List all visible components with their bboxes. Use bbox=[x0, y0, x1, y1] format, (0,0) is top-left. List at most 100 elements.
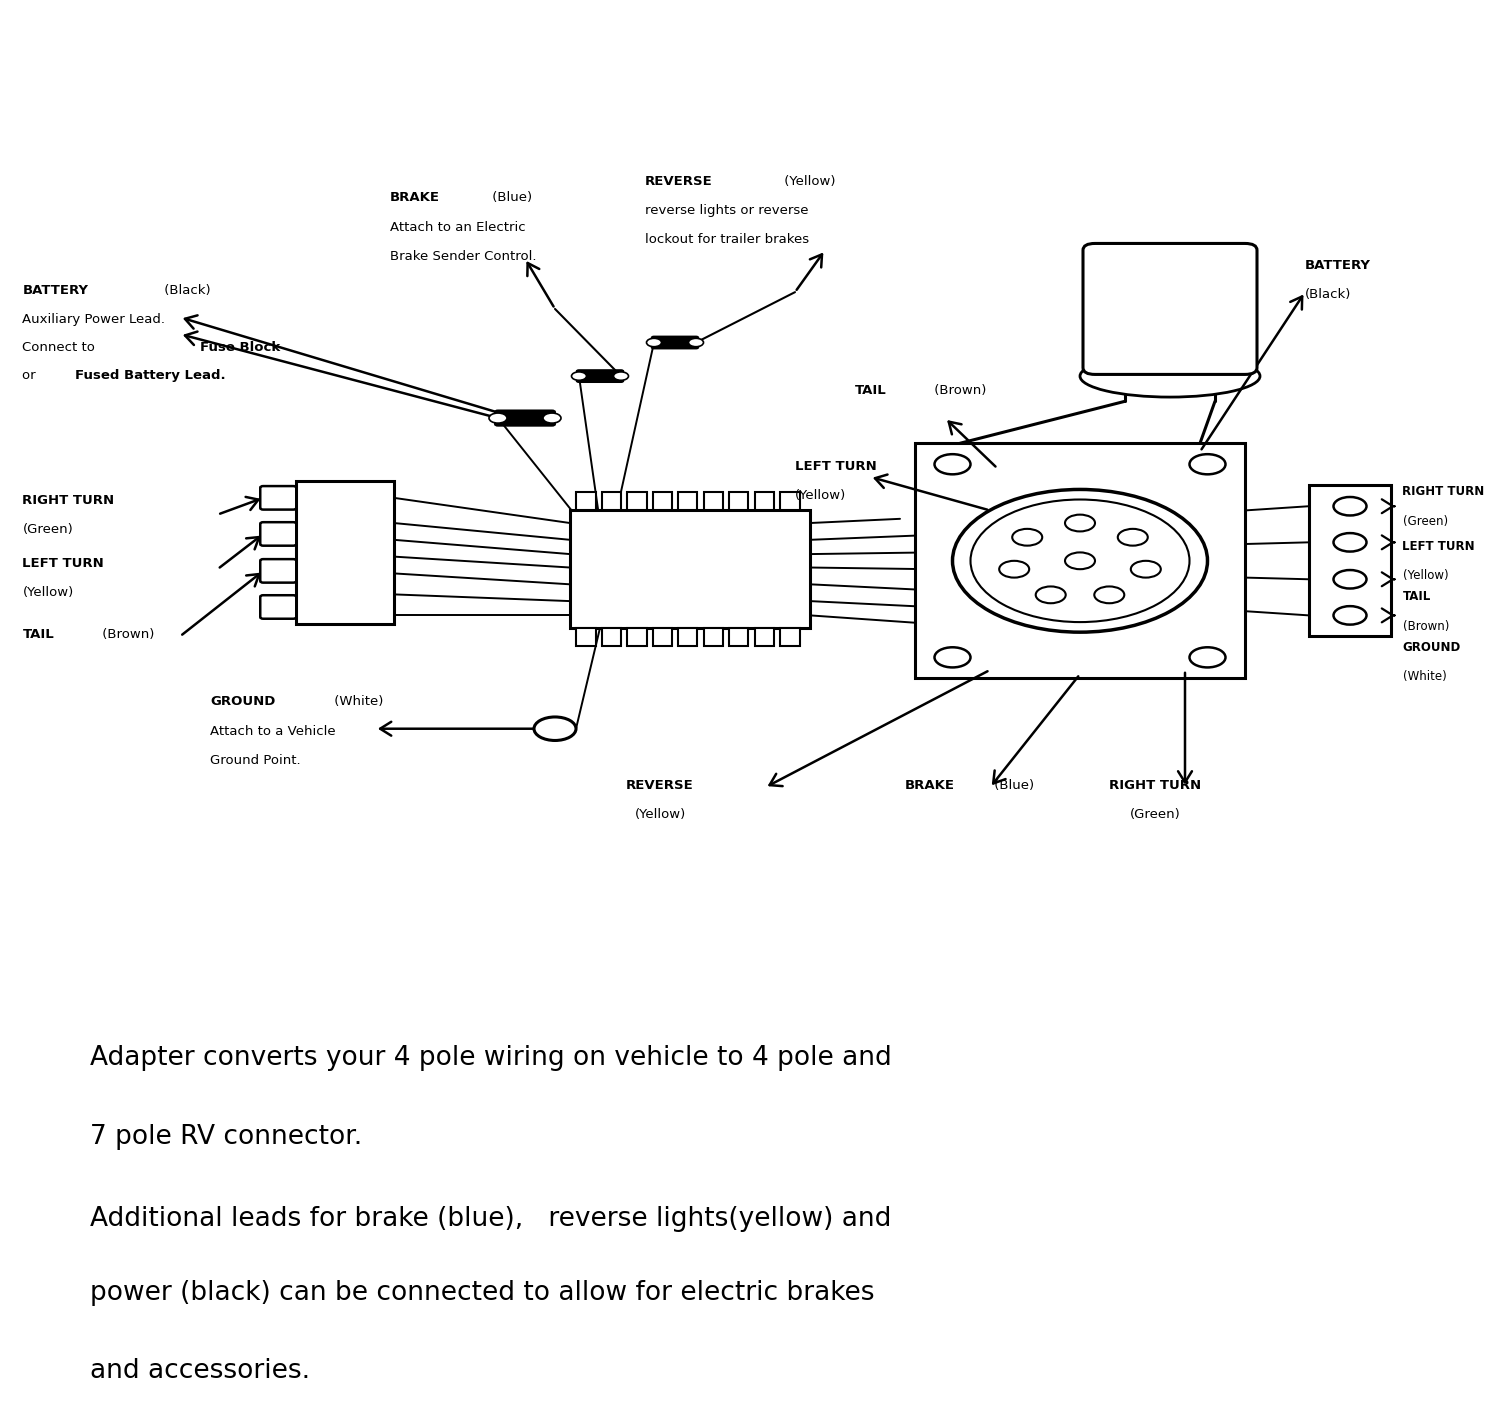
Text: LEFT TURN: LEFT TURN bbox=[22, 556, 104, 569]
Circle shape bbox=[1190, 647, 1225, 667]
Text: (Green): (Green) bbox=[1402, 515, 1447, 528]
Text: TAIL: TAIL bbox=[1402, 591, 1431, 603]
Bar bbox=[678, 492, 698, 511]
Text: Fuse Block: Fuse Block bbox=[200, 342, 279, 354]
Bar bbox=[576, 492, 596, 511]
Text: REVERSE: REVERSE bbox=[645, 175, 712, 188]
FancyBboxPatch shape bbox=[261, 522, 296, 545]
FancyBboxPatch shape bbox=[1083, 243, 1257, 374]
Text: Attach to an Electric: Attach to an Electric bbox=[390, 221, 525, 233]
Bar bbox=[602, 628, 621, 646]
Text: BATTERY: BATTERY bbox=[1305, 259, 1371, 272]
Text: (Yellow): (Yellow) bbox=[780, 175, 836, 188]
Circle shape bbox=[534, 717, 576, 740]
Circle shape bbox=[1095, 586, 1125, 603]
Circle shape bbox=[489, 413, 507, 423]
Bar bbox=[627, 628, 646, 646]
Text: (Black): (Black) bbox=[1305, 287, 1352, 300]
Circle shape bbox=[1013, 529, 1042, 545]
Bar bbox=[1308, 485, 1392, 636]
Circle shape bbox=[1035, 586, 1065, 603]
Circle shape bbox=[572, 371, 586, 380]
Bar bbox=[296, 481, 393, 623]
Text: Adapter converts your 4 pole wiring on vehicle to 4 pole and: Adapter converts your 4 pole wiring on v… bbox=[90, 1046, 891, 1072]
Bar bbox=[754, 628, 774, 646]
Text: (Blue): (Blue) bbox=[488, 191, 531, 205]
Text: (Brown): (Brown) bbox=[930, 384, 987, 397]
Circle shape bbox=[1065, 552, 1095, 569]
Circle shape bbox=[1334, 606, 1366, 625]
Ellipse shape bbox=[1080, 356, 1260, 397]
Text: lockout for trailer brakes: lockout for trailer brakes bbox=[645, 233, 808, 246]
Circle shape bbox=[952, 490, 1208, 632]
Bar bbox=[652, 492, 672, 511]
Bar bbox=[729, 628, 748, 646]
Text: (Yellow): (Yellow) bbox=[634, 808, 686, 821]
Bar bbox=[602, 492, 621, 511]
Text: RIGHT TURN: RIGHT TURN bbox=[1108, 780, 1202, 793]
Text: Brake Sender Control.: Brake Sender Control. bbox=[390, 250, 537, 263]
Text: power (black) can be connected to allow for electric brakes: power (black) can be connected to allow … bbox=[90, 1279, 874, 1306]
Circle shape bbox=[1131, 561, 1161, 578]
Circle shape bbox=[999, 561, 1029, 578]
Text: or: or bbox=[22, 370, 40, 383]
Text: (Brown): (Brown) bbox=[98, 628, 154, 640]
Bar bbox=[915, 444, 1245, 679]
Circle shape bbox=[1118, 529, 1148, 545]
Text: RIGHT TURN: RIGHT TURN bbox=[1402, 485, 1485, 498]
Circle shape bbox=[688, 339, 703, 347]
Text: BRAKE: BRAKE bbox=[390, 191, 439, 205]
Text: GROUND: GROUND bbox=[1402, 640, 1461, 653]
FancyBboxPatch shape bbox=[261, 559, 296, 582]
Text: (Green): (Green) bbox=[1130, 808, 1180, 821]
Text: (Brown): (Brown) bbox=[1402, 619, 1449, 633]
Text: Additional leads for brake (blue),   reverse lights(yellow) and: Additional leads for brake (blue), rever… bbox=[90, 1207, 891, 1232]
Bar bbox=[570, 511, 810, 628]
Text: (Yellow): (Yellow) bbox=[22, 586, 74, 599]
Text: reverse lights or reverse: reverse lights or reverse bbox=[645, 203, 808, 216]
Circle shape bbox=[646, 339, 662, 347]
Text: TAIL: TAIL bbox=[855, 384, 886, 397]
Bar bbox=[627, 492, 646, 511]
Text: Connect to: Connect to bbox=[22, 342, 99, 354]
Circle shape bbox=[1334, 534, 1366, 552]
Circle shape bbox=[934, 454, 970, 474]
Circle shape bbox=[614, 371, 628, 380]
Bar bbox=[576, 628, 596, 646]
FancyBboxPatch shape bbox=[576, 370, 624, 381]
Text: 7 pole RV connector.: 7 pole RV connector. bbox=[90, 1124, 363, 1150]
Text: (White): (White) bbox=[330, 694, 384, 709]
Text: RIGHT TURN: RIGHT TURN bbox=[22, 494, 114, 507]
Circle shape bbox=[1334, 571, 1366, 589]
Text: Attach to a Vehicle: Attach to a Vehicle bbox=[210, 724, 336, 737]
Text: LEFT TURN: LEFT TURN bbox=[1402, 539, 1474, 552]
Text: (Yellow): (Yellow) bbox=[1402, 569, 1447, 582]
Bar bbox=[678, 628, 698, 646]
Bar bbox=[704, 492, 723, 511]
Text: (Black): (Black) bbox=[160, 283, 212, 297]
Circle shape bbox=[543, 413, 561, 423]
Text: BATTERY: BATTERY bbox=[22, 283, 88, 297]
FancyBboxPatch shape bbox=[261, 595, 296, 619]
Text: (White): (White) bbox=[1402, 670, 1446, 683]
FancyBboxPatch shape bbox=[495, 410, 555, 425]
Text: (Yellow): (Yellow) bbox=[795, 490, 846, 502]
Text: Ground Point.: Ground Point. bbox=[210, 754, 300, 767]
Bar bbox=[780, 492, 800, 511]
Text: Auxiliary Power Lead.: Auxiliary Power Lead. bbox=[22, 313, 165, 326]
Bar bbox=[652, 628, 672, 646]
Text: Fused Battery Lead.: Fused Battery Lead. bbox=[75, 370, 225, 383]
Text: REVERSE: REVERSE bbox=[626, 780, 694, 793]
Bar bbox=[754, 492, 774, 511]
Bar bbox=[729, 492, 748, 511]
Circle shape bbox=[1334, 497, 1366, 515]
Text: (Green): (Green) bbox=[22, 524, 74, 536]
Bar bbox=[704, 628, 723, 646]
Text: and accessories.: and accessories. bbox=[90, 1358, 310, 1385]
Circle shape bbox=[934, 647, 970, 667]
Text: TAIL: TAIL bbox=[22, 628, 54, 640]
Circle shape bbox=[1190, 454, 1225, 474]
Text: (Blue): (Blue) bbox=[990, 780, 1035, 793]
Text: GROUND: GROUND bbox=[210, 694, 276, 709]
Circle shape bbox=[970, 499, 1190, 622]
